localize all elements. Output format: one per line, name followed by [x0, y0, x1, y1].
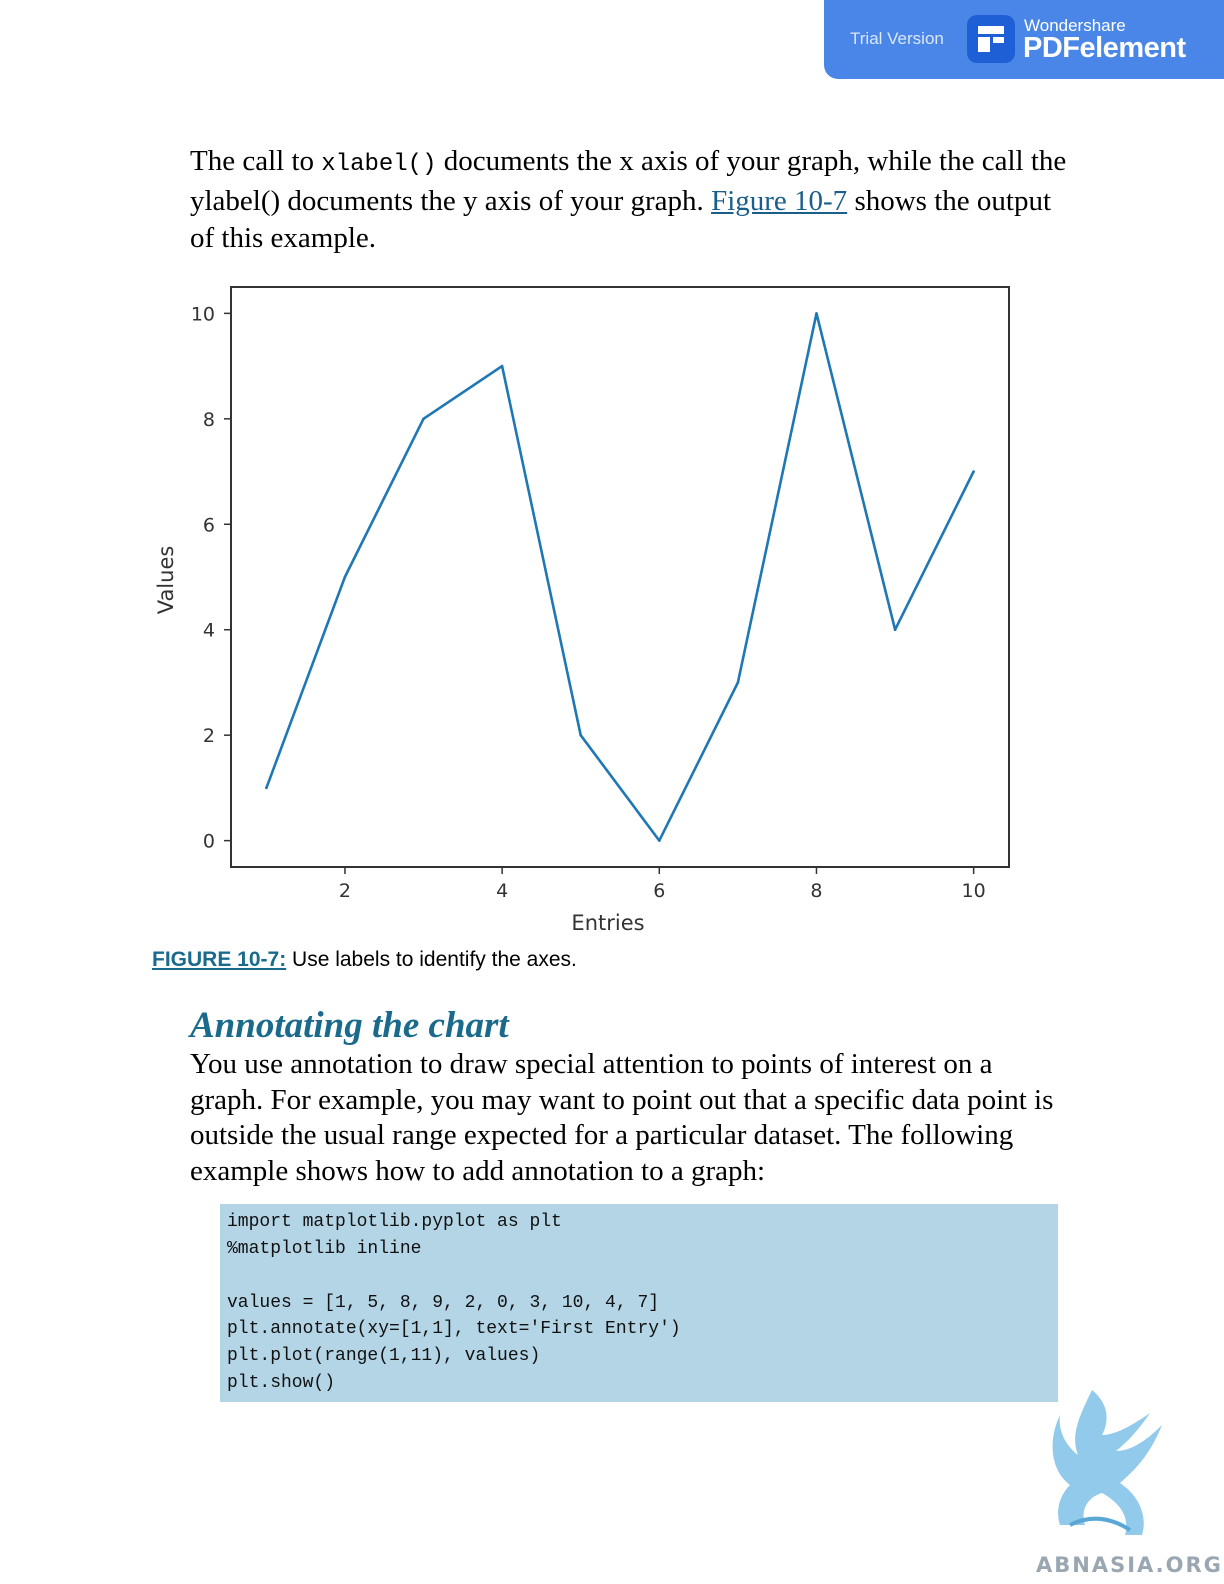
code-line: values = [1, 5, 8, 9, 2, 0, 3, 10, 4, 7]	[227, 1293, 660, 1313]
intro-paragraph: The call to xlabel() documents the x axi…	[190, 143, 1070, 257]
figure-link[interactable]: Figure 10-7	[711, 185, 848, 217]
x-tick-label: 6	[653, 880, 665, 902]
x-tick-label: 8	[810, 880, 822, 902]
data-point	[500, 364, 504, 368]
y-tick-label: 4	[203, 620, 215, 642]
y-tick-label: 10	[191, 303, 215, 325]
trial-version-label: Trial Version	[850, 29, 944, 48]
section-heading: Annotating the chart	[190, 1005, 509, 1046]
data-point	[736, 681, 740, 684]
griffin-logo-icon	[1052, 1390, 1162, 1535]
x-tick-label: 2	[339, 880, 351, 902]
y-tick-label: 6	[203, 514, 215, 536]
inline-code: xlabel()	[321, 151, 437, 178]
intro-text-2: documents the x axis of your graph, whil…	[190, 145, 1067, 217]
brand-name-small: Wondershare	[1024, 16, 1126, 35]
y-tick-label: 2	[203, 725, 215, 747]
data-point	[422, 417, 425, 421]
data-point	[657, 839, 661, 842]
section-body: You use annotation to draw special atten…	[190, 1048, 1054, 1187]
caption-text: Use labels to identify the axes.	[286, 948, 577, 971]
x-tick-label: 4	[496, 880, 508, 902]
code-line: %matplotlib inline	[227, 1239, 422, 1259]
y-tick-label: 8	[203, 409, 215, 431]
x-axis-label: Entries	[571, 911, 644, 935]
series-line	[265, 312, 975, 842]
caption-label[interactable]: FIGURE 10-7:	[152, 948, 287, 971]
brand-name-large: PDFelement	[1023, 32, 1186, 64]
code-line: plt.plot(range(1,11), values)	[227, 1346, 541, 1366]
trial-banner[interactable]: Trial Version Wondershare PDFelement	[824, 0, 1224, 79]
code-line: import matplotlib.pyplot as plt	[227, 1212, 562, 1232]
plot-frame	[230, 286, 1010, 868]
intro-text-1: The call to	[190, 145, 322, 177]
code-line: plt.annotate(xy=[1,1], text='First Entry…	[227, 1319, 681, 1339]
data-point	[343, 575, 347, 579]
data-point	[265, 786, 268, 790]
x-tick-label: 10	[962, 880, 986, 902]
figure-caption: FIGURE 10-7: Use labels to identify the …	[152, 948, 577, 972]
code-line: plt.show()	[227, 1373, 336, 1393]
watermark-text: ABNASIA.ORG	[1036, 1553, 1223, 1577]
y-tick-label: 0	[203, 831, 215, 853]
code-block: import matplotlib.pyplot as plt %matplot…	[220, 1204, 1058, 1402]
data-point	[893, 628, 897, 632]
line-chart: 2 4 6 8 10 0 2 4 6 8 10 Entries Values	[154, 286, 1010, 935]
data-point	[579, 733, 583, 737]
pdfelement-logo-icon	[967, 15, 1015, 63]
data-point	[972, 470, 975, 473]
intro-text-3: shows the output of this example.	[190, 185, 1051, 254]
data-point	[815, 312, 818, 315]
y-axis-label: Values	[154, 546, 178, 615]
